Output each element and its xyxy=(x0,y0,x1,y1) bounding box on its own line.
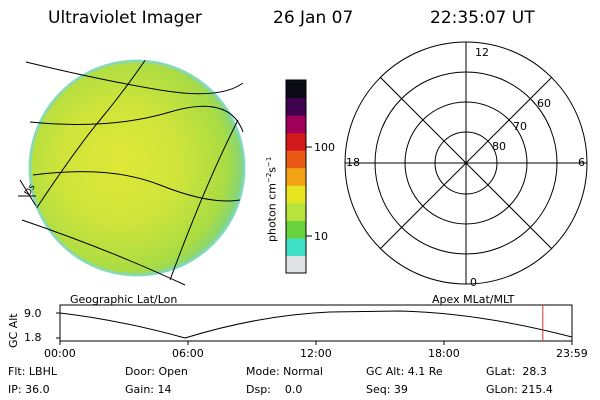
mlat-label-60: 60 xyxy=(537,97,551,110)
colorbar-slice xyxy=(286,202,306,221)
mlt-label-18: 18 xyxy=(346,156,360,169)
colorbar-slice xyxy=(286,132,306,151)
colorbar-tick-100: 100 xyxy=(314,141,335,154)
colorbar-unit-label: photon cm−2s−1 xyxy=(265,156,279,242)
status-dsp: Dsp: 0.0 xyxy=(246,383,303,396)
orbit-y-high: 9.0 xyxy=(24,307,42,320)
colorbar-slice xyxy=(286,220,306,239)
status-gcalt: GC Alt: 4.1 Re xyxy=(366,365,443,378)
mlt-label-12: 12 xyxy=(475,46,489,59)
status-seq: Seq: 39 xyxy=(366,383,408,396)
colorbar-tick-10: 10 xyxy=(314,230,328,243)
status-mode: Mode: Normal xyxy=(246,365,323,378)
colorbar xyxy=(285,79,312,274)
image-time: 22:35:07 UT xyxy=(430,8,535,28)
mlt-label-6: 6 xyxy=(578,156,585,169)
colorbar-slice xyxy=(286,115,306,134)
colorbar-slice xyxy=(286,237,306,256)
colorbar-slice xyxy=(286,255,306,274)
limb-marker-icon xyxy=(18,179,37,207)
colorbar-slice xyxy=(286,167,306,186)
orbit-altitude-curve xyxy=(59,310,573,339)
polar-caption: Apex MLat/MLT xyxy=(432,293,515,306)
mlat-label-70: 70 xyxy=(513,120,527,133)
polar-plot xyxy=(344,41,588,285)
colorbar-slice xyxy=(286,185,306,204)
orbit-x-tick-1: 06:00 xyxy=(172,347,204,360)
status-flt: Flt: LBHL xyxy=(8,365,57,378)
status-gain: Gain: 14 xyxy=(125,383,172,396)
colorbar-slice xyxy=(286,80,306,99)
mlt-label-0: 0 xyxy=(470,276,477,289)
orbit-x-tick-0: 00:00 xyxy=(44,347,76,360)
mlat-label-80: 80 xyxy=(492,140,506,153)
orbit-x-tick-4: 23:59 xyxy=(556,347,588,360)
geographic-grid xyxy=(21,60,244,286)
colorbar-slice xyxy=(286,150,306,169)
status-glat: GLat: 28.3 xyxy=(486,365,547,378)
orbit-x-tick-3: 18:00 xyxy=(428,347,460,360)
colorbar-slice xyxy=(286,97,306,116)
orbit-axis-label: GC Alt xyxy=(7,313,20,348)
status-door: Door: Open xyxy=(125,365,188,378)
uv-globe-image xyxy=(28,59,246,277)
orbit-y-low: 1.8 xyxy=(24,331,42,344)
globe-caption: Geographic Lat/Lon xyxy=(70,293,178,306)
orbit-plot xyxy=(56,304,573,345)
image-date: 26 Jan 07 xyxy=(273,8,354,28)
status-glon: GLon: 215.4 xyxy=(486,383,553,396)
orbit-x-tick-2: 12:00 xyxy=(300,347,332,360)
status-ip: IP: 36.0 xyxy=(8,383,50,396)
app-title: Ultraviolet Imager xyxy=(48,8,202,28)
